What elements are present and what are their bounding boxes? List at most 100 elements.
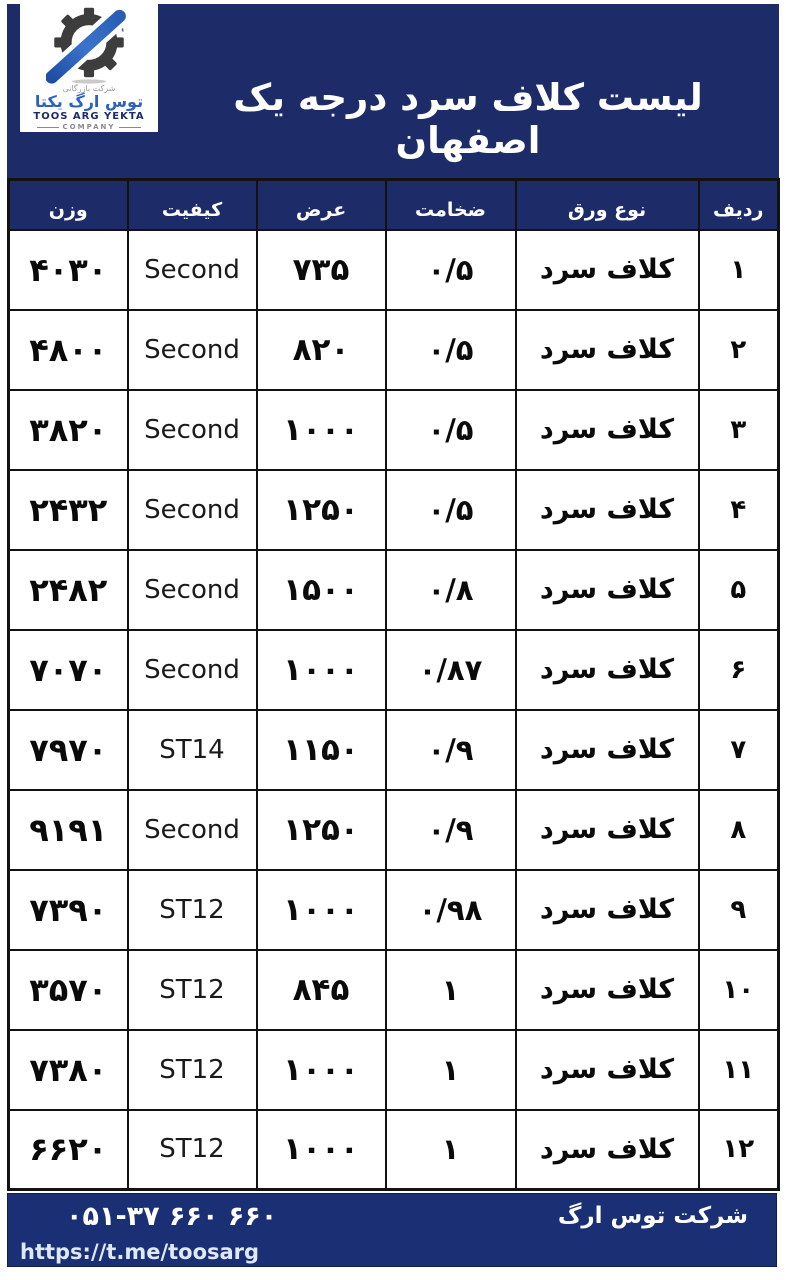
table-row: ۷ کلاف سرد ۰/۹ ۱۱۵۰ ST14 ۷۹۷۰ bbox=[7, 708, 780, 791]
logo-name-fa: توس ارگ یکتا bbox=[34, 92, 144, 111]
width-cell: ۷۳۵ bbox=[255, 228, 387, 311]
width-cell: ۱۲۵۰ bbox=[255, 788, 387, 871]
row-number-cell: ۶ bbox=[697, 628, 780, 711]
weight-cell: ۹۱۹۱ bbox=[7, 788, 129, 871]
quality-cell: Second bbox=[126, 308, 258, 391]
thickness-cell: ۰/۵ bbox=[384, 308, 517, 391]
width-cell: ۸۲۰ bbox=[255, 308, 387, 391]
quality-cell: Second bbox=[126, 788, 258, 871]
quality-cell: ST14 bbox=[126, 708, 258, 791]
thickness-cell: ۰/۹ bbox=[384, 708, 517, 791]
table-row: ۴ کلاف سرد ۰/۵ ۱۲۵۰ Second ۲۴۳۲ bbox=[7, 468, 780, 551]
row-number-cell: ۵ bbox=[697, 548, 780, 631]
weight-cell: ۷۳۸۰ bbox=[7, 1028, 129, 1111]
sheet-type-cell: کلاف سرد bbox=[514, 948, 700, 1031]
sheet-type-cell: کلاف سرد bbox=[514, 1028, 700, 1111]
gear-pen-logo-icon bbox=[46, 6, 129, 84]
table-row: ۸ کلاف سرد ۰/۹ ۱۲۵۰ Second ۹۱۹۱ bbox=[7, 788, 780, 871]
sheet-type-cell: کلاف سرد bbox=[514, 628, 700, 711]
table-row: ۶ کلاف سرد ۰/۸۷ ۱۰۰۰ Second ۷۰۷۰ bbox=[7, 628, 780, 711]
company-logo: شرکت بازرگانی توس ارگ یکتا TOOS ARG YEKT… bbox=[20, 4, 158, 132]
quality-cell: Second bbox=[126, 628, 258, 711]
table-row: ۵ کلاف سرد ۰/۸ ۱۵۰۰ Second ۲۴۸۲ bbox=[7, 548, 780, 631]
table-row: ۱۲ کلاف سرد ۱ ۱۰۰۰ ST12 ۶۶۲۰ bbox=[7, 1108, 780, 1191]
quality-cell: ST12 bbox=[126, 1028, 258, 1111]
logo-subtitle-fa: شرکت بازرگانی bbox=[62, 84, 116, 93]
sheet-type-cell: کلاف سرد bbox=[514, 468, 700, 551]
row-number-cell: ۳ bbox=[697, 388, 780, 471]
logo-name-en: TOOS ARG YEKTA bbox=[33, 111, 145, 122]
weight-cell: ۲۴۳۲ bbox=[7, 468, 129, 551]
sheet-type-cell: کلاف سرد bbox=[514, 788, 700, 871]
page-title: لیست کلاف سرد درجه یک اصفهان bbox=[233, 76, 703, 162]
weight-cell: ۲۴۸۲ bbox=[7, 548, 129, 631]
thickness-cell: ۰/۹۸ bbox=[384, 868, 517, 951]
row-number-cell: ۷ bbox=[697, 708, 780, 791]
quality-cell: Second bbox=[126, 468, 258, 551]
width-cell: ۸۴۵ bbox=[255, 948, 387, 1031]
table-row: ۱۱ کلاف سرد ۱ ۱۰۰۰ ST12 ۷۳۸۰ bbox=[7, 1028, 780, 1111]
width-header: عرض bbox=[255, 178, 387, 231]
table-row: ۳ کلاف سرد ۰/۵ ۱۰۰۰ Second ۳۸۲۰ bbox=[7, 388, 780, 471]
quality-cell: ST12 bbox=[126, 868, 258, 951]
weight-cell: ۳۵۷۰ bbox=[7, 948, 129, 1031]
sheet-type-cell: کلاف سرد bbox=[514, 868, 700, 951]
row-number-cell: ۱ bbox=[697, 228, 780, 311]
cold-coil-table: ردیف نوع ورق ضخامت عرض کیفیت وزن ۱ کلاف سرد ۰/۵… bbox=[7, 178, 780, 1191]
weight-header: وزن bbox=[7, 178, 129, 231]
width-cell: ۱۰۰۰ bbox=[255, 1108, 387, 1191]
quality-header: کیفیت bbox=[126, 178, 258, 231]
weight-cell: ۶۶۲۰ bbox=[7, 1108, 129, 1191]
sheet-type-cell: کلاف سرد bbox=[514, 548, 700, 631]
quality-cell: Second bbox=[126, 548, 258, 631]
row-number-cell: ۱۲ bbox=[697, 1108, 780, 1191]
width-cell: ۱۱۵۰ bbox=[255, 708, 387, 791]
footer-phone-number: ۰۵۱-۳۷ ۶۶۰ ۶۶۰ bbox=[66, 1200, 278, 1232]
quality-cell: ST12 bbox=[126, 948, 258, 1031]
table-row: ۲ کلاف سرد ۰/۵ ۸۲۰ Second ۴۸۰۰ bbox=[7, 308, 780, 391]
thickness-cell: ۰/۹ bbox=[384, 788, 517, 871]
sheet-type-cell: کلاف سرد bbox=[514, 1108, 700, 1191]
footer-bar: شرکت توس ارگ ۰۵۱-۳۷ ۶۶۰ ۶۶۰ https://t.me… bbox=[7, 1193, 777, 1267]
table-body: ۱ کلاف سرد ۰/۵ ۷۳۵ Second ۴۰۳۰ ۲ کلاف سرد ۰/۵ ۸۲۰… bbox=[7, 228, 780, 1191]
table-row: ۹ کلاف سرد ۰/۹۸ ۱۰۰۰ ST12 ۷۳۹۰ bbox=[7, 868, 780, 951]
table-header-row: ردیف نوع ورق ضخامت عرض کیفیت وزن bbox=[7, 178, 780, 231]
width-cell: ۱۰۰۰ bbox=[255, 628, 387, 711]
row-number-cell: ۲ bbox=[697, 308, 780, 391]
quality-cell: ST12 bbox=[126, 1108, 258, 1191]
width-cell: ۱۰۰۰ bbox=[255, 1028, 387, 1111]
sheet-type-cell: کلاف سرد bbox=[514, 388, 700, 471]
width-cell: ۱۵۰۰ bbox=[255, 548, 387, 631]
thickness-header: ضخامت bbox=[384, 178, 517, 231]
telegram-link[interactable]: https://t.me/toosarg bbox=[20, 1240, 260, 1264]
weight-cell: ۳۸۲۰ bbox=[7, 388, 129, 471]
thickness-cell: ۰/۸۷ bbox=[384, 628, 517, 711]
weight-cell: ۷۳۹۰ bbox=[7, 868, 129, 951]
weight-cell: ۴۰۳۰ bbox=[7, 228, 129, 311]
row-number-cell: ۸ bbox=[697, 788, 780, 871]
logo-company-label: COMPANY bbox=[37, 123, 142, 132]
sheet-type-cell: کلاف سرد bbox=[514, 308, 700, 391]
footer-company-name: شرکت توس ارگ bbox=[557, 1203, 748, 1229]
width-cell: ۱۰۰۰ bbox=[255, 868, 387, 951]
header-banner: شرکت بازرگانی توس ارگ یکتا TOOS ARG YEKT… bbox=[7, 4, 779, 178]
row-number-cell: ۱۰ bbox=[697, 948, 780, 1031]
thickness-cell: ۰/۸ bbox=[384, 548, 517, 631]
weight-cell: ۴۸۰۰ bbox=[7, 308, 129, 391]
quality-cell: Second bbox=[126, 228, 258, 311]
thickness-cell: ۰/۵ bbox=[384, 228, 517, 311]
table-row: ۱۰ کلاف سرد ۱ ۸۴۵ ST12 ۳۵۷۰ bbox=[7, 948, 780, 1031]
row-number-cell: ۹ bbox=[697, 868, 780, 951]
thickness-cell: ۱ bbox=[384, 1108, 517, 1191]
quality-cell: Second bbox=[126, 388, 258, 471]
weight-cell: ۷۹۷۰ bbox=[7, 708, 129, 791]
thickness-cell: ۱ bbox=[384, 1028, 517, 1111]
row-number-cell: ۱۱ bbox=[697, 1028, 780, 1111]
weight-cell: ۷۰۷۰ bbox=[7, 628, 129, 711]
row-number-header: ردیف bbox=[697, 178, 780, 231]
thickness-cell: ۱ bbox=[384, 948, 517, 1031]
sheet-type-cell: کلاف سرد bbox=[514, 708, 700, 791]
table-row: ۱ کلاف سرد ۰/۵ ۷۳۵ Second ۴۰۳۰ bbox=[7, 228, 780, 311]
sheet-type-header: نوع ورق bbox=[514, 178, 700, 231]
